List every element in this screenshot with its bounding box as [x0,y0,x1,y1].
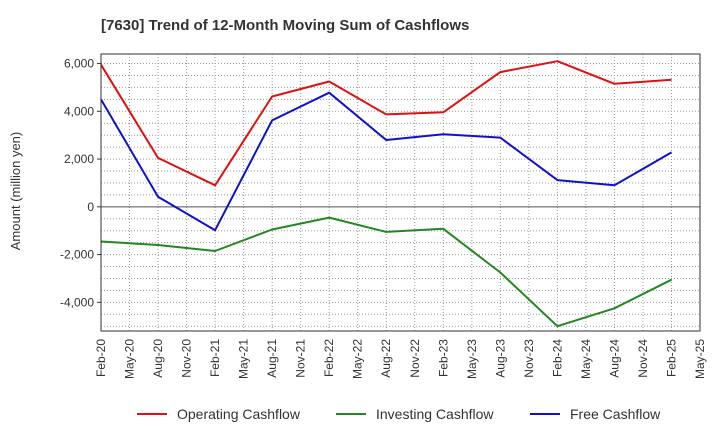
x-tick-label: Nov-22 [408,339,422,378]
x-tick-label: May-23 [465,339,479,379]
x-tick-label: Feb-22 [322,339,336,377]
x-tick-label: Feb-23 [436,339,450,377]
x-tick-label: Aug-22 [379,339,393,378]
x-tick-label: Feb-24 [550,339,564,377]
series-lines [100,60,672,328]
chart-title: [7630] Trend of 12-Month Moving Sum of C… [101,17,469,34]
legend: Operating Cashflow Investing Cashflow Free… [137,406,661,422]
x-tick-label: Aug-23 [493,339,507,378]
legend-label-free-cashflow: Free Cashflow [570,406,661,422]
series-line-investing-cashflow [100,216,672,328]
x-tick-label: Nov-21 [294,339,308,378]
x-tick-label: Aug-24 [607,339,621,378]
legend-label-investing-cashflow: Investing Cashflow [376,406,494,422]
x-tick-label: May-21 [237,339,251,379]
x-tick-label: May-25 [693,339,707,379]
plot-border [100,53,701,332]
series-line-free-cashflow [100,91,672,232]
y-tick-label: -4,000 [60,295,94,309]
x-tick-label: Nov-20 [180,339,194,378]
x-tick-label: Aug-21 [265,339,279,378]
y-tick-label: 2,000 [64,152,94,166]
x-tick-label: Feb-20 [94,339,108,377]
x-tick-label: May-24 [579,339,593,379]
x-tick-label: May-20 [123,339,137,379]
legend-label-operating-cashflow: Operating Cashflow [177,406,301,422]
x-tick-label: Feb-21 [208,339,222,377]
y-tick-label: -2,000 [60,248,94,262]
series-line-operating-cashflow [100,60,672,187]
x-tick-label: Nov-24 [636,339,650,378]
y-tick-labels: -4,000 -2,000 0 2,000 4,000 6,000 [60,57,101,309]
x-tick-label: Aug-20 [151,339,165,378]
x-tick-label: Nov-23 [522,339,536,378]
grid [100,54,701,331]
x-tick-labels: Feb-20 May-20 Aug-20 Nov-20 Feb-21 May-21 Aug-… [94,339,707,379]
y-axis-label: Amount (million yen) [8,132,23,251]
plot-frame [100,53,701,332]
y-tick-label: 0 [87,200,94,214]
y-tick-label: 6,000 [64,57,94,71]
x-tick-label: Feb-25 [664,339,678,377]
x-tick-label: May-22 [351,339,365,379]
y-tick-label: 4,000 [64,104,94,118]
